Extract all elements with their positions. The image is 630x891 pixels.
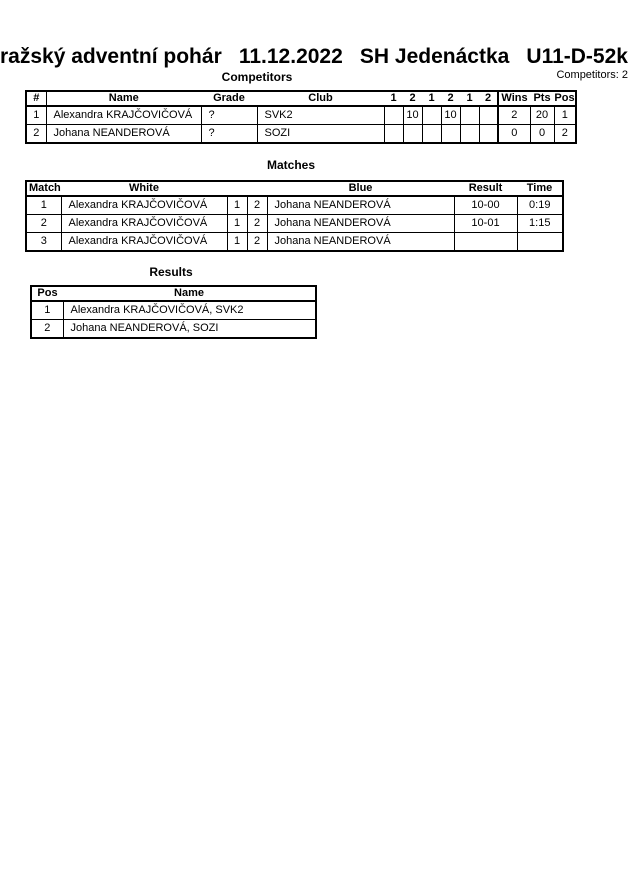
result-name-cell: Alexandra KRAJČOVIČOVÁ, SVK2	[62, 300, 317, 320]
competitors-count: Competitors: 2	[556, 69, 628, 81]
score-cell	[421, 124, 442, 144]
result-cell: 10-01	[453, 214, 518, 233]
table-row: 2 Alexandra KRAJČOVIČOVÁ 1 2 Johana NEAN…	[25, 214, 564, 233]
white-name-cell: Alexandra KRAJČOVIČOVÁ	[60, 232, 228, 252]
col-result: Result	[454, 181, 517, 197]
blue-name-cell: Johana NEANDEROVÁ	[266, 214, 455, 233]
col-wins: Wins	[497, 91, 530, 107]
white-number-cell: 1	[226, 214, 248, 233]
pos-cell: 1	[553, 105, 577, 125]
score-cell	[383, 105, 404, 125]
competitor-grade-cell: ?	[200, 124, 258, 144]
title-event: ražský adventní pohár	[0, 45, 222, 68]
result-cell	[453, 232, 518, 252]
result-pos-cell: 1	[30, 300, 64, 320]
col-grade: Grade	[201, 91, 257, 107]
result-pos-cell: 2	[30, 319, 64, 339]
col-white: White	[61, 181, 227, 197]
blue-number-cell: 2	[246, 195, 268, 215]
title-venue: SH Jedenáctka	[359, 45, 510, 68]
title-category: U11-D-52k	[526, 45, 628, 68]
col-pts: Pts	[530, 91, 554, 107]
col-pos: Pos	[554, 91, 576, 107]
competitors-table: # Name Grade Club 1 2 1 2 1 2 Wins Pts P…	[25, 90, 577, 144]
competitor-number-cell: 1	[25, 105, 47, 125]
score-cell	[440, 124, 461, 144]
col-blue: Blue	[267, 181, 454, 197]
time-cell: 1:15	[516, 214, 564, 233]
competitor-name-cell: Alexandra KRAJČOVIČOVÁ	[45, 105, 202, 125]
table-row: 1 Alexandra KRAJČOVIČOVÁ 1 2 Johana NEAN…	[25, 195, 564, 215]
matches-heading: Matches	[266, 158, 316, 172]
wins-cell: 2	[497, 105, 531, 125]
col-score-3: 1	[422, 91, 441, 107]
pts-cell: 20	[529, 105, 555, 125]
col-score-2: 2	[403, 91, 422, 107]
competitor-grade-cell: ?	[200, 105, 258, 125]
results-heading: Results	[149, 265, 193, 279]
competitor-club-cell: SVK2	[256, 105, 385, 125]
pos-cell: 2	[553, 124, 577, 144]
matches-table: Match White Blue Result Time 1 Alexandra…	[25, 180, 564, 252]
white-number-cell: 1	[226, 232, 248, 252]
col-time: Time	[517, 181, 563, 197]
page-title: ražský adventní pohár 11.12.2022 SH Jede…	[0, 46, 628, 68]
score-cell	[421, 105, 442, 125]
col-score-4: 2	[441, 91, 460, 107]
white-number-cell: 1	[226, 195, 248, 215]
col-number: #	[26, 91, 47, 107]
col-white-number	[227, 181, 247, 197]
competitor-name-cell: Johana NEANDEROVÁ	[45, 124, 202, 144]
score-cell: 10	[440, 105, 461, 125]
col-score-6: 2	[479, 91, 498, 107]
col-score-5: 1	[460, 91, 479, 107]
col-score-1: 1	[384, 91, 403, 107]
time-cell: 0:19	[516, 195, 564, 215]
score-cell: 10	[402, 105, 423, 125]
blue-number-cell: 2	[246, 232, 268, 252]
blue-number-cell: 2	[246, 214, 268, 233]
score-cell	[478, 105, 499, 125]
col-pos: Pos	[31, 286, 63, 302]
table-row: 1 Alexandra KRAJČOVIČOVÁ, SVK2	[30, 300, 317, 320]
competitors-header-row: # Name Grade Club 1 2 1 2 1 2 Wins Pts P…	[26, 91, 576, 107]
table-row: 2 Johana NEANDEROVÁ, SOZI	[30, 319, 317, 339]
result-name-cell: Johana NEANDEROVÁ, SOZI	[62, 319, 317, 339]
competitor-number-cell: 2	[25, 124, 47, 144]
blue-name-cell: Johana NEANDEROVÁ	[266, 232, 455, 252]
col-name: Name	[46, 91, 201, 107]
score-cell	[459, 105, 480, 125]
score-cell	[459, 124, 480, 144]
col-club: Club	[257, 91, 384, 107]
table-row: 2 Johana NEANDEROVÁ ? SOZI 0 0 2	[25, 124, 577, 144]
white-name-cell: Alexandra KRAJČOVIČOVÁ	[60, 195, 228, 215]
matches-header-row: Match White Blue Result Time	[26, 181, 563, 197]
score-cell	[383, 124, 404, 144]
match-number-cell: 2	[25, 214, 62, 233]
score-cell	[478, 124, 499, 144]
score-cell	[402, 124, 423, 144]
competitor-club-cell: SOZI	[256, 124, 385, 144]
pts-cell: 0	[529, 124, 555, 144]
title-date: 11.12.2022	[238, 45, 343, 68]
match-number-cell: 3	[25, 232, 62, 252]
results-table: Pos Name 1 Alexandra KRAJČOVIČOVÁ, SVK2 …	[30, 285, 317, 339]
table-row: 3 Alexandra KRAJČOVIČOVÁ 1 2 Johana NEAN…	[25, 232, 564, 252]
col-match: Match	[26, 181, 61, 197]
table-row: 1 Alexandra KRAJČOVIČOVÁ ? SVK2 10 10 2 …	[25, 105, 577, 125]
result-cell: 10-00	[453, 195, 518, 215]
blue-name-cell: Johana NEANDEROVÁ	[266, 195, 455, 215]
col-blue-number	[247, 181, 267, 197]
competitors-heading: Competitors	[221, 70, 293, 84]
white-name-cell: Alexandra KRAJČOVIČOVÁ	[60, 214, 228, 233]
time-cell	[516, 232, 564, 252]
match-number-cell: 1	[25, 195, 62, 215]
col-name: Name	[63, 286, 316, 302]
wins-cell: 0	[497, 124, 531, 144]
results-header-row: Pos Name	[31, 286, 316, 302]
